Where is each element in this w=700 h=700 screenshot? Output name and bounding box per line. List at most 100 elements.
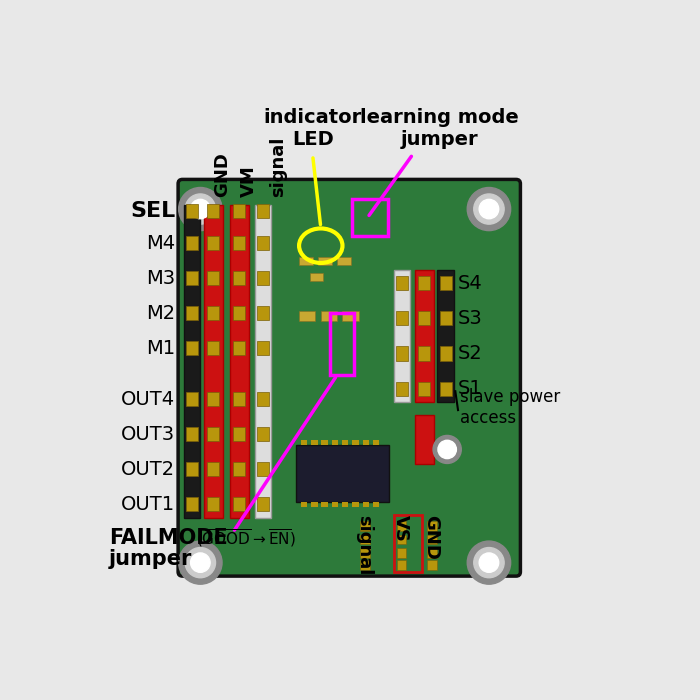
Text: OUT3: OUT3: [121, 425, 176, 444]
FancyBboxPatch shape: [438, 270, 454, 402]
FancyBboxPatch shape: [186, 271, 198, 285]
FancyBboxPatch shape: [396, 382, 408, 395]
FancyBboxPatch shape: [178, 179, 520, 576]
FancyBboxPatch shape: [257, 271, 269, 285]
Text: S2: S2: [458, 344, 482, 363]
Text: S4: S4: [458, 274, 482, 293]
Circle shape: [178, 188, 222, 230]
FancyBboxPatch shape: [310, 273, 323, 281]
FancyBboxPatch shape: [373, 440, 379, 445]
FancyBboxPatch shape: [396, 276, 408, 290]
FancyBboxPatch shape: [318, 257, 332, 265]
Text: S3: S3: [458, 309, 482, 328]
Circle shape: [190, 199, 210, 218]
FancyBboxPatch shape: [207, 306, 219, 320]
FancyBboxPatch shape: [419, 312, 430, 326]
FancyBboxPatch shape: [363, 502, 369, 507]
Text: SEL: SEL: [130, 201, 176, 220]
Circle shape: [190, 553, 210, 573]
FancyBboxPatch shape: [207, 427, 219, 442]
FancyBboxPatch shape: [257, 463, 269, 477]
FancyBboxPatch shape: [440, 312, 452, 326]
Text: M1: M1: [146, 339, 176, 358]
Circle shape: [185, 547, 216, 577]
Circle shape: [474, 547, 504, 577]
Text: VS: VS: [392, 515, 410, 542]
FancyBboxPatch shape: [257, 392, 269, 406]
FancyBboxPatch shape: [360, 535, 370, 545]
Text: OUT2: OUT2: [121, 460, 176, 479]
FancyBboxPatch shape: [207, 271, 219, 285]
Text: M3: M3: [146, 269, 176, 288]
FancyBboxPatch shape: [233, 463, 246, 477]
FancyBboxPatch shape: [360, 560, 370, 570]
FancyBboxPatch shape: [396, 346, 408, 360]
FancyBboxPatch shape: [352, 502, 358, 507]
FancyBboxPatch shape: [257, 306, 269, 320]
FancyBboxPatch shape: [342, 312, 358, 321]
FancyBboxPatch shape: [440, 382, 452, 395]
FancyBboxPatch shape: [257, 498, 269, 512]
FancyBboxPatch shape: [419, 346, 430, 360]
FancyBboxPatch shape: [360, 548, 370, 558]
FancyBboxPatch shape: [186, 392, 198, 406]
FancyBboxPatch shape: [440, 346, 452, 360]
Circle shape: [185, 194, 216, 224]
Text: FAILMODE: FAILMODE: [109, 528, 228, 548]
FancyBboxPatch shape: [233, 236, 246, 250]
FancyBboxPatch shape: [233, 392, 246, 406]
Text: M4: M4: [146, 234, 176, 253]
Text: OUT1: OUT1: [121, 495, 176, 514]
FancyBboxPatch shape: [427, 535, 437, 545]
FancyBboxPatch shape: [207, 463, 219, 477]
FancyBboxPatch shape: [207, 204, 219, 218]
FancyBboxPatch shape: [207, 341, 219, 355]
FancyBboxPatch shape: [257, 427, 269, 442]
FancyBboxPatch shape: [186, 463, 198, 477]
FancyBboxPatch shape: [301, 440, 307, 445]
Circle shape: [178, 541, 222, 584]
FancyBboxPatch shape: [233, 427, 246, 442]
FancyBboxPatch shape: [419, 382, 430, 395]
Text: learning mode
jumper: learning mode jumper: [360, 108, 519, 148]
FancyBboxPatch shape: [419, 276, 430, 290]
FancyBboxPatch shape: [427, 521, 437, 531]
FancyBboxPatch shape: [257, 236, 269, 250]
FancyBboxPatch shape: [332, 502, 338, 507]
Circle shape: [480, 553, 498, 573]
FancyBboxPatch shape: [233, 271, 246, 285]
FancyBboxPatch shape: [207, 498, 219, 512]
FancyBboxPatch shape: [186, 306, 198, 320]
FancyBboxPatch shape: [233, 306, 246, 320]
FancyBboxPatch shape: [255, 205, 271, 518]
FancyBboxPatch shape: [233, 498, 246, 512]
Text: ($\overline{\rm GOOD}$$\rightarrow$$\overline{\rm EN}$): ($\overline{\rm GOOD}$$\rightarrow$$\ove…: [196, 527, 296, 549]
FancyBboxPatch shape: [321, 312, 337, 321]
FancyBboxPatch shape: [311, 502, 318, 507]
FancyBboxPatch shape: [394, 270, 410, 402]
FancyBboxPatch shape: [396, 312, 408, 326]
FancyBboxPatch shape: [427, 548, 437, 558]
FancyBboxPatch shape: [342, 440, 349, 445]
FancyBboxPatch shape: [230, 205, 249, 518]
Circle shape: [468, 188, 510, 230]
FancyBboxPatch shape: [397, 535, 407, 545]
FancyBboxPatch shape: [352, 440, 358, 445]
FancyBboxPatch shape: [233, 341, 246, 355]
Circle shape: [433, 435, 461, 463]
FancyBboxPatch shape: [321, 440, 328, 445]
Text: M2: M2: [146, 304, 176, 323]
FancyBboxPatch shape: [186, 427, 198, 442]
FancyBboxPatch shape: [207, 236, 219, 250]
Circle shape: [468, 541, 510, 584]
FancyBboxPatch shape: [342, 502, 349, 507]
Circle shape: [474, 194, 504, 224]
FancyBboxPatch shape: [299, 257, 313, 265]
FancyBboxPatch shape: [337, 257, 351, 265]
Text: GND: GND: [422, 515, 440, 560]
FancyBboxPatch shape: [233, 204, 246, 218]
FancyBboxPatch shape: [186, 498, 198, 512]
FancyBboxPatch shape: [440, 276, 452, 290]
FancyBboxPatch shape: [299, 312, 315, 321]
FancyBboxPatch shape: [360, 521, 370, 531]
